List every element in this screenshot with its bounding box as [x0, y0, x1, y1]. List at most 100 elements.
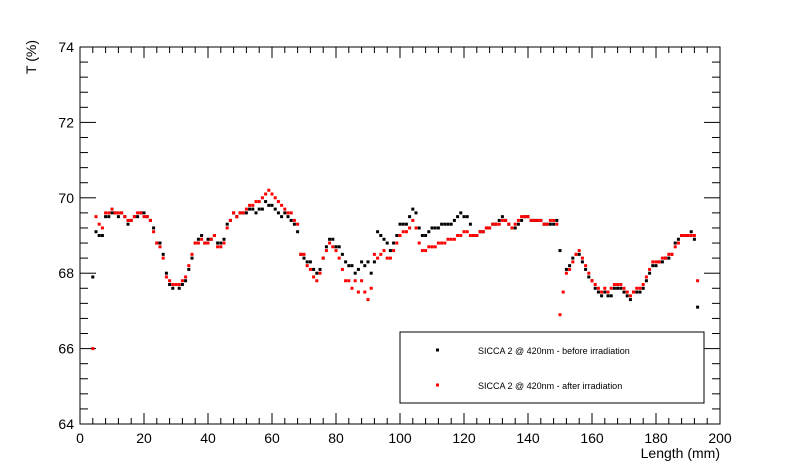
before-irradiation-point [577, 252, 581, 256]
before-irradiation-point [619, 286, 623, 290]
before-irradiation-point [308, 260, 312, 264]
after-irradiation-point [344, 279, 348, 283]
before-irradiation-point [283, 211, 287, 215]
after-irradiation-point [257, 200, 261, 204]
after-irradiation-point [401, 230, 405, 234]
before-irradiation-point [449, 222, 453, 226]
after-irradiation-point [628, 294, 632, 298]
before-irradiation-point [430, 226, 434, 230]
before-irradiation-point [286, 215, 290, 219]
after-irradiation-point [612, 283, 616, 287]
after-irradiation-point [484, 226, 488, 230]
after-irradiation-point [270, 192, 274, 196]
before-irradiation-point [651, 264, 655, 268]
after-irradiation-point [424, 249, 428, 253]
after-irradiation-point [478, 230, 482, 234]
before-irradiation-point [558, 249, 562, 253]
x-tick-label: 100 [388, 430, 412, 446]
after-irradiation-point [350, 286, 354, 290]
after-irradiation-point [203, 241, 207, 245]
data-points [91, 188, 700, 351]
after-irradiation-point [155, 241, 159, 245]
y-tick-label: 72 [58, 114, 74, 130]
after-irradiation-point [216, 245, 220, 249]
after-irradiation-point [436, 241, 440, 245]
after-irradiation-point [465, 230, 469, 234]
after-irradiation-point [318, 271, 322, 275]
after-irradiation-point [225, 226, 229, 230]
after-irradiation-point [120, 211, 124, 215]
after-irradiation-point [513, 222, 517, 226]
after-irradiation-point [241, 211, 245, 215]
after-irradiation-point [398, 234, 402, 237]
after-irradiation-point [654, 260, 658, 264]
after-irradiation-point [516, 218, 520, 222]
after-irradiation-point [337, 256, 341, 260]
before-irradiation-point [462, 215, 466, 219]
before-irradiation-point [315, 271, 319, 275]
after-irradiation-point [676, 241, 680, 245]
before-irradiation-point [276, 211, 280, 215]
before-irradiation-point [644, 279, 648, 283]
before-irradiation-point [369, 271, 373, 275]
after-irradiation-point [433, 245, 437, 249]
after-irradiation-point [417, 241, 421, 245]
before-irradiation-point [161, 252, 165, 256]
before-irradiation-point [516, 222, 520, 226]
after-irradiation-point [222, 241, 226, 245]
after-irradiation-point [113, 211, 117, 215]
after-irradiation-point [651, 260, 655, 264]
before-irradiation-point [392, 241, 396, 245]
x-tick-label: 140 [516, 430, 540, 446]
before-irradiation-point [414, 211, 418, 215]
before-irradiation-point [673, 241, 677, 245]
after-irradiation-point [164, 275, 168, 279]
before-irradiation-point [408, 215, 412, 219]
before-irradiation-point [376, 230, 380, 234]
after-irradiation-point [296, 222, 300, 226]
before-irradiation-point [513, 226, 517, 230]
before-irradiation-point [603, 290, 607, 294]
after-irradiation-point [193, 241, 197, 245]
before-irradiation-point [616, 286, 620, 290]
y-tick-label: 74 [58, 39, 74, 55]
after-irradiation-point [456, 234, 460, 237]
before-irradiation-point [222, 237, 226, 241]
before-irradiation-point [564, 267, 568, 271]
x-tick-label: 160 [580, 430, 604, 446]
after-irradiation-point [500, 218, 504, 222]
before-irradiation-point [190, 256, 194, 260]
after-irradiation-point [177, 283, 181, 287]
before-irradiation-point [520, 218, 524, 222]
after-irradiation-point [366, 298, 370, 302]
after-irradiation-point [273, 196, 277, 200]
after-irradiation-point [334, 249, 338, 253]
after-irradiation-point [510, 226, 514, 230]
legend-box [399, 331, 705, 404]
after-irradiation-point [232, 211, 236, 215]
before-irradiation-point [273, 207, 277, 211]
after-irradiation-point [420, 249, 424, 253]
before-irradiation-point [180, 283, 184, 287]
after-irradiation-point [238, 211, 242, 215]
before-irradiation-point [548, 222, 552, 226]
before-irradiation-point [91, 275, 95, 279]
after-irradiation-point [148, 218, 152, 222]
before-irradiation-point [340, 252, 344, 256]
after-irradiation-point [520, 215, 524, 219]
before-irradiation-point [324, 245, 328, 249]
before-irradiation-point [116, 215, 120, 219]
after-irradiation-point [168, 279, 172, 283]
before-irradiation-point [571, 256, 575, 260]
before-irradiation-point [126, 222, 130, 226]
after-irradiation-point [382, 249, 386, 253]
after-irradiation-point [507, 222, 511, 226]
after-irradiation-point [590, 279, 594, 283]
after-irradiation-point [312, 275, 316, 279]
after-irradiation-point [683, 234, 687, 237]
after-irradiation-point [321, 256, 325, 260]
after-irradiation-point [529, 218, 533, 222]
legend-label: SICCA 2 @ 420nm - before irradiation [478, 346, 630, 356]
x-tick-label: 180 [644, 430, 668, 446]
